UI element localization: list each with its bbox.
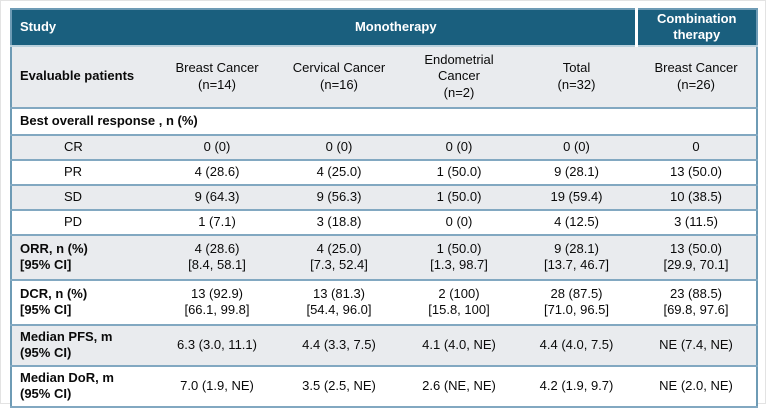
row-label: CR	[11, 133, 157, 161]
row-pr: PR 4 (28.6) 4 (25.0) 1 (50.0) 9 (28.1) 1…	[11, 158, 757, 186]
row-sd: SD 9 (64.3) 9 (56.3) 1 (50.0) 19 (59.4) …	[11, 183, 757, 211]
cell: 3.5 (2.5, NE)	[277, 364, 401, 408]
evaluable-patients-label: Evaluable patients	[11, 44, 157, 109]
cell: 19 (59.4)	[517, 183, 636, 211]
cell: 13 (92.9) [66.1, 99.8]	[157, 278, 277, 326]
row-dcr: DCR, n (%) [95% CI] 13 (92.9) [66.1, 99.…	[11, 278, 757, 326]
col-breast-cancer-combo: Breast Cancer (n=26)	[636, 44, 757, 109]
cell: 0 (0)	[401, 133, 517, 161]
cell: 4 (12.5)	[517, 208, 636, 236]
cell: 13 (50.0) [29.9, 70.1]	[636, 233, 757, 281]
cell: 28 (87.5) [71.0, 96.5]	[517, 278, 636, 326]
cell: 9 (28.1) [13.7, 46.7]	[517, 233, 636, 281]
row-label: SD	[11, 183, 157, 211]
study-header: Study	[11, 9, 157, 47]
cell: 4.4 (4.0, 7.5)	[517, 323, 636, 367]
cell: 2.6 (NE, NE)	[401, 364, 517, 408]
cell: 13 (50.0)	[636, 158, 757, 186]
row-pd: PD 1 (7.1) 3 (18.8) 0 (0) 4 (12.5) 3 (11…	[11, 208, 757, 236]
cell: 4.4 (3.3, 7.5)	[277, 323, 401, 367]
cell: 0	[636, 133, 757, 161]
cell: 0 (0)	[401, 208, 517, 236]
cell: NE (7.4, NE)	[636, 323, 757, 367]
row-median-pfs: Median PFS, m (95% CI) 6.3 (3.0, 11.1) 4…	[11, 323, 757, 367]
cell: 2 (100) [15.8, 100]	[401, 278, 517, 326]
cell: 9 (56.3)	[277, 183, 401, 211]
cell: 23 (88.5) [69.8, 97.6]	[636, 278, 757, 326]
results-table-container: Study Monotherapy Combination therapy Ev…	[10, 8, 758, 408]
col-cervical-cancer: Cervical Cancer (n=16)	[277, 44, 401, 109]
row-label: Median DoR, m (95% CI)	[11, 364, 157, 408]
cell: 4 (25.0) [7.3, 52.4]	[277, 233, 401, 281]
cell: 1 (50.0) [1.3, 98.7]	[401, 233, 517, 281]
cell: 9 (64.3)	[157, 183, 277, 211]
cell: 0 (0)	[157, 133, 277, 161]
row-label: Median PFS, m (95% CI)	[11, 323, 157, 367]
cell: 4.2 (1.9, 9.7)	[517, 364, 636, 408]
row-label: ORR, n (%) [95% CI]	[11, 233, 157, 281]
cell: 6.3 (3.0, 11.1)	[157, 323, 277, 367]
col-breast-cancer-mono: Breast Cancer (n=14)	[157, 44, 277, 109]
cell: 10 (38.5)	[636, 183, 757, 211]
section-title: Best overall response , n (%)	[11, 106, 757, 136]
monotherapy-header: Monotherapy	[157, 9, 636, 47]
col-endometrial-cancer: Endometrial Cancer (n=2)	[401, 44, 517, 109]
cell: 9 (28.1)	[517, 158, 636, 186]
column-header-row: Evaluable patients Breast Cancer (n=14) …	[11, 44, 757, 109]
section-row-best-overall-response: Best overall response , n (%)	[11, 106, 757, 136]
cell: 3 (11.5)	[636, 208, 757, 236]
cell: 0 (0)	[277, 133, 401, 161]
row-orr: ORR, n (%) [95% CI] 4 (28.6) [8.4, 58.1]…	[11, 233, 757, 281]
cell: 7.0 (1.9, NE)	[157, 364, 277, 408]
cell: 1 (50.0)	[401, 158, 517, 186]
top-header-row: Study Monotherapy Combination therapy	[11, 9, 757, 47]
clinical-results-table: Study Monotherapy Combination therapy Ev…	[10, 8, 758, 408]
col-total: Total (n=32)	[517, 44, 636, 109]
cell: 4 (28.6) [8.4, 58.1]	[157, 233, 277, 281]
cell: 1 (50.0)	[401, 183, 517, 211]
cell: 4 (25.0)	[277, 158, 401, 186]
cell: 3 (18.8)	[277, 208, 401, 236]
row-label: DCR, n (%) [95% CI]	[11, 278, 157, 326]
row-label: PR	[11, 158, 157, 186]
cell: NE (2.0, NE)	[636, 364, 757, 408]
row-median-dor: Median DoR, m (95% CI) 7.0 (1.9, NE) 3.5…	[11, 364, 757, 408]
row-label: PD	[11, 208, 157, 236]
combination-therapy-header: Combination therapy	[634, 9, 757, 47]
cell: 4.1 (4.0, NE)	[401, 323, 517, 367]
cell: 4 (28.6)	[157, 158, 277, 186]
cell: 1 (7.1)	[157, 208, 277, 236]
cell: 0 (0)	[517, 133, 636, 161]
row-cr: CR 0 (0) 0 (0) 0 (0) 0 (0) 0	[11, 133, 757, 161]
cell: 13 (81.3) [54.4, 96.0]	[277, 278, 401, 326]
